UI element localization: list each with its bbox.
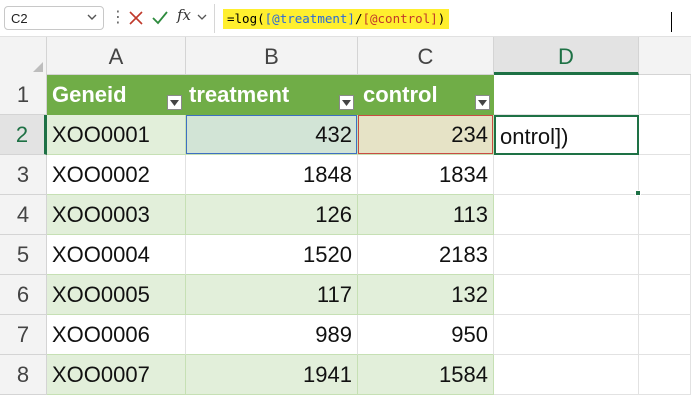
formula-suffix: ) bbox=[437, 11, 446, 26]
row-header-2[interactable]: 2 bbox=[0, 115, 47, 155]
table-cell[interactable]: 432 bbox=[186, 115, 358, 155]
name-box[interactable]: C2 bbox=[4, 6, 104, 30]
cell-e3[interactable] bbox=[639, 155, 691, 195]
chevron-down-icon[interactable] bbox=[85, 10, 99, 24]
cell-d1[interactable] bbox=[494, 75, 639, 115]
column-header-c[interactable]: C bbox=[358, 37, 494, 75]
table-header-treatment[interactable]: treatment bbox=[186, 75, 358, 115]
table-cell[interactable]: XOO0002 bbox=[47, 155, 186, 195]
table-cell[interactable]: 2183 bbox=[358, 235, 494, 275]
row-header-4[interactable]: 4 bbox=[0, 195, 47, 235]
table-cell[interactable]: 989 bbox=[186, 315, 358, 355]
cell-d8[interactable] bbox=[494, 355, 639, 395]
row-header-8[interactable]: 8 bbox=[0, 355, 47, 395]
table-header-geneid[interactable]: Geneid bbox=[47, 75, 186, 115]
table-header-control[interactable]: control bbox=[358, 75, 494, 115]
table-cell[interactable]: 132 bbox=[358, 275, 494, 315]
column-header-a[interactable]: A bbox=[47, 37, 186, 75]
cell-d5[interactable] bbox=[494, 235, 639, 275]
table-cell[interactable]: 950 bbox=[358, 315, 494, 355]
table-cell[interactable]: 1941 bbox=[186, 355, 358, 395]
table-cell[interactable]: 117 bbox=[186, 275, 358, 315]
table-cell[interactable]: 234 bbox=[358, 115, 494, 155]
filter-arrow-icon bbox=[342, 100, 351, 106]
row-header-3[interactable]: 3 bbox=[0, 155, 47, 195]
formula-ref-control: [@control] bbox=[362, 11, 438, 26]
row-header-1[interactable]: 1 bbox=[0, 75, 47, 115]
column-header-d[interactable]: D bbox=[494, 37, 639, 75]
fill-handle[interactable] bbox=[635, 190, 641, 196]
table-cell[interactable]: 113 bbox=[358, 195, 494, 235]
cell-e7[interactable] bbox=[639, 315, 691, 355]
cell-d4[interactable] bbox=[494, 195, 639, 235]
select-all-corner[interactable] bbox=[0, 37, 47, 75]
filter-dropdown-button[interactable] bbox=[475, 95, 490, 110]
table-cell[interactable]: XOO0001 bbox=[47, 115, 186, 155]
table-cell[interactable]: 1848 bbox=[186, 155, 358, 195]
select-all-triangle bbox=[33, 62, 43, 72]
column-header-b[interactable]: B bbox=[186, 37, 358, 75]
cell-d7[interactable] bbox=[494, 315, 639, 355]
cell-d6[interactable] bbox=[494, 275, 639, 315]
table-cell[interactable]: XOO0007 bbox=[47, 355, 186, 395]
filter-arrow-icon bbox=[170, 100, 179, 106]
cell-e1[interactable] bbox=[639, 75, 691, 115]
cell-e5[interactable] bbox=[639, 235, 691, 275]
cell-d3[interactable] bbox=[494, 155, 639, 195]
table-cell[interactable]: 1834 bbox=[358, 155, 494, 195]
table-cell[interactable]: 126 bbox=[186, 195, 358, 235]
table-cell[interactable]: XOO0006 bbox=[47, 315, 186, 355]
spreadsheet-grid: A B C D 1 2 3 4 5 6 7 8 Geneid treatment… bbox=[0, 37, 691, 404]
formula-operator: / bbox=[354, 11, 363, 26]
table-cell[interactable]: XOO0003 bbox=[47, 195, 186, 235]
row-header-5[interactable]: 5 bbox=[0, 235, 47, 275]
cell-e8[interactable] bbox=[639, 355, 691, 395]
table-cell[interactable]: XOO0004 bbox=[47, 235, 186, 275]
row-header-7[interactable]: 7 bbox=[0, 315, 47, 355]
row-header-6[interactable]: 6 bbox=[0, 275, 47, 315]
formula-prefix: =log( bbox=[227, 11, 265, 26]
chevron-down-icon[interactable] bbox=[196, 11, 208, 23]
table-cell[interactable]: 1520 bbox=[186, 235, 358, 275]
cell-e2[interactable] bbox=[639, 115, 691, 155]
table-cell[interactable]: 1584 bbox=[358, 355, 494, 395]
cell-e4[interactable] bbox=[639, 195, 691, 235]
enter-check-icon[interactable] bbox=[151, 10, 169, 26]
cancel-icon[interactable] bbox=[128, 10, 144, 26]
column-header-row: A B C D bbox=[0, 37, 691, 75]
filter-dropdown-button[interactable] bbox=[339, 95, 354, 110]
header-label: control bbox=[363, 82, 438, 107]
active-cell-editor[interactable]: ontrol]) bbox=[494, 115, 639, 155]
more-options-icon[interactable]: ⋮ bbox=[110, 9, 126, 26]
insert-function-icon[interactable]: fx bbox=[177, 6, 192, 24]
header-label: Geneid bbox=[52, 82, 127, 107]
filter-arrow-icon bbox=[478, 100, 487, 106]
filter-dropdown-button[interactable] bbox=[167, 95, 182, 110]
formula-text: =log([@treatment]/[@control]) bbox=[223, 9, 450, 29]
text-cursor bbox=[671, 12, 672, 32]
name-box-value: C2 bbox=[11, 11, 28, 26]
formula-ref-treatment: [@treatment] bbox=[264, 11, 355, 26]
cell-e6[interactable] bbox=[639, 275, 691, 315]
formula-input[interactable]: =log([@treatment]/[@control]) bbox=[214, 4, 690, 33]
table-cell[interactable]: XOO0005 bbox=[47, 275, 186, 315]
header-label: treatment bbox=[189, 82, 290, 107]
formula-bar: C2 ⋮ fx =log([@treatment]/[@control]) bbox=[0, 0, 691, 37]
